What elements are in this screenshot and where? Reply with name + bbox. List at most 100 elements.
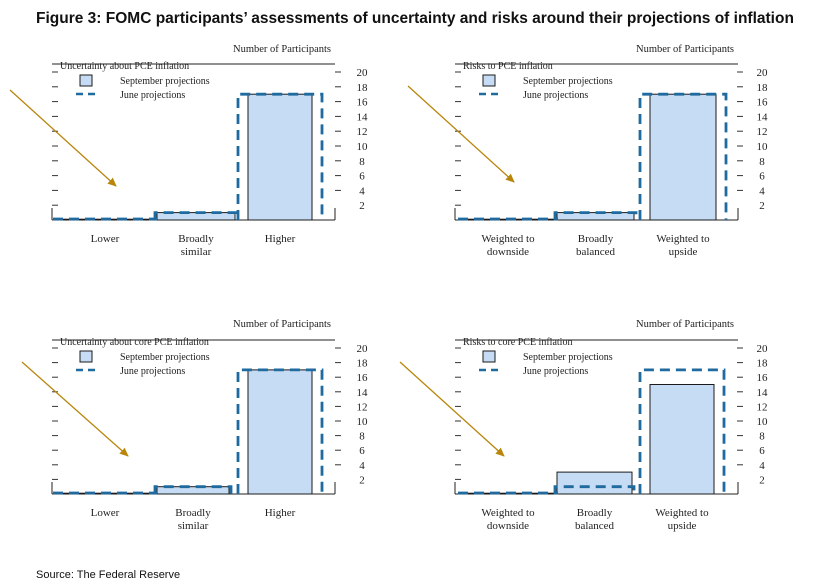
category-label: Higher <box>265 233 296 245</box>
category-label: Weighted to <box>481 507 535 519</box>
legend-swatch-september <box>482 74 496 87</box>
bar-september-3 <box>247 369 313 495</box>
category-label: Broadly <box>578 233 614 245</box>
annotation-arrow <box>21 361 129 457</box>
y-tick-label: 4 <box>359 185 365 197</box>
y-tick-label: 16 <box>757 372 769 384</box>
june-outline-3 <box>236 368 324 494</box>
y-tick-label: 10 <box>757 141 769 153</box>
june-outline-2 <box>553 211 638 220</box>
y-tick-label: 14 <box>757 387 769 399</box>
chart-panel-1: Number of Participants Uncertainty about … <box>9 44 369 258</box>
y-axis-label: Number of Participants <box>233 44 331 55</box>
june-outline-3 <box>236 92 324 220</box>
bar-september-2 <box>556 471 633 495</box>
y-tick-label: 8 <box>359 431 365 443</box>
category-label: Weighted to <box>655 507 709 519</box>
chart-panel-4: Number of Participants Risks to core PCE … <box>399 319 769 532</box>
source-note: Source: The Federal Reserve <box>36 569 181 581</box>
june-outline-2 <box>153 485 233 494</box>
y-tick-label: 12 <box>357 126 368 138</box>
legend-swatch-september <box>482 350 496 363</box>
y-tick-label: 6 <box>759 445 765 457</box>
y-tick-label: 10 <box>757 416 769 428</box>
y-tick-label: 6 <box>359 445 365 457</box>
panel-title: Risks to core PCE inflation <box>463 337 572 348</box>
y-tick-label: 6 <box>759 171 765 183</box>
y-tick-label: 18 <box>757 82 769 94</box>
y-tick-label: 18 <box>357 358 369 370</box>
y-tick-label: 18 <box>757 358 769 370</box>
figure-title: Figure 3: FOMC participants’ assessments… <box>36 10 794 27</box>
y-tick-label: 2 <box>759 474 765 486</box>
bar-september-3 <box>649 93 717 221</box>
legend-label-september: September projections <box>120 352 210 363</box>
annotation-arrow <box>399 361 505 457</box>
bar-september-3 <box>247 93 313 221</box>
y-tick-label: 4 <box>759 460 765 472</box>
y-tick-label: 14 <box>757 111 769 123</box>
y-tick-label: 12 <box>757 401 768 413</box>
legend-label-september: September projections <box>523 76 613 87</box>
y-tick-label: 14 <box>357 111 369 123</box>
y-tick-label: 8 <box>759 431 765 443</box>
june-outline-2 <box>153 211 239 220</box>
category-label: similar <box>181 246 212 258</box>
category-label: balanced <box>575 520 615 532</box>
category-label: similar <box>178 520 209 532</box>
legend-swatch-september <box>79 74 93 87</box>
y-tick-label: 12 <box>757 126 768 138</box>
y-tick-label: 16 <box>357 372 369 384</box>
category-label: Weighted to <box>481 233 535 245</box>
y-tick-label: 6 <box>359 171 365 183</box>
panel-title: Uncertainty about PCE inflation <box>60 61 189 72</box>
y-tick-label: 8 <box>359 156 365 168</box>
y-tick-label: 4 <box>359 460 365 472</box>
category-label: balanced <box>576 246 616 258</box>
y-tick-label: 14 <box>357 387 369 399</box>
bar-september-2 <box>556 212 635 221</box>
panel-title: Uncertainty about core PCE inflation <box>60 337 209 348</box>
category-label: downside <box>487 520 529 532</box>
category-label: downside <box>487 246 529 258</box>
y-axis-label: Number of Participants <box>636 319 734 330</box>
legend-swatch-september <box>79 350 93 363</box>
y-tick-label: 8 <box>759 156 765 168</box>
y-tick-label: 16 <box>357 97 369 109</box>
y-tick-label: 16 <box>757 97 769 109</box>
legend-label-september: September projections <box>120 76 210 87</box>
y-tick-label: 2 <box>359 200 365 212</box>
y-axis-label: Number of Participants <box>636 44 734 55</box>
y-tick-label: 20 <box>757 67 769 79</box>
category-label: Lower <box>91 233 120 245</box>
y-axis-label: Number of Participants <box>233 319 331 330</box>
category-label: Lower <box>91 507 120 519</box>
category-label: Weighted to <box>656 233 710 245</box>
category-label: Broadly <box>178 233 214 245</box>
legend-label-june: June projections <box>120 366 185 377</box>
legend-label-june: June projections <box>523 366 588 377</box>
bar-september-2 <box>156 486 230 495</box>
legend-label-june: June projections <box>120 90 185 101</box>
y-tick-label: 12 <box>357 401 368 413</box>
chart-panel-3: Number of Participants Uncertainty about … <box>21 319 369 532</box>
y-tick-label: 20 <box>757 343 769 355</box>
category-label: upside <box>668 520 697 532</box>
y-tick-label: 20 <box>357 343 369 355</box>
category-label: Broadly <box>175 507 211 519</box>
category-label: Broadly <box>577 507 613 519</box>
chart-panel-2: Number of Participants Risks to PCE infla… <box>407 44 769 258</box>
category-label: Higher <box>265 507 296 519</box>
y-tick-label: 2 <box>359 474 365 486</box>
panel-title: Risks to PCE inflation <box>463 61 553 72</box>
y-tick-label: 4 <box>759 185 765 197</box>
june-outline-2 <box>553 485 636 494</box>
june-outline-3 <box>638 92 728 220</box>
bar-september-3 <box>649 384 715 495</box>
y-tick-label: 18 <box>357 82 369 94</box>
legend-label-september: September projections <box>523 352 613 363</box>
legend-label-june: June projections <box>523 90 588 101</box>
june-outline-3 <box>638 368 726 494</box>
annotation-arrow <box>9 89 117 187</box>
